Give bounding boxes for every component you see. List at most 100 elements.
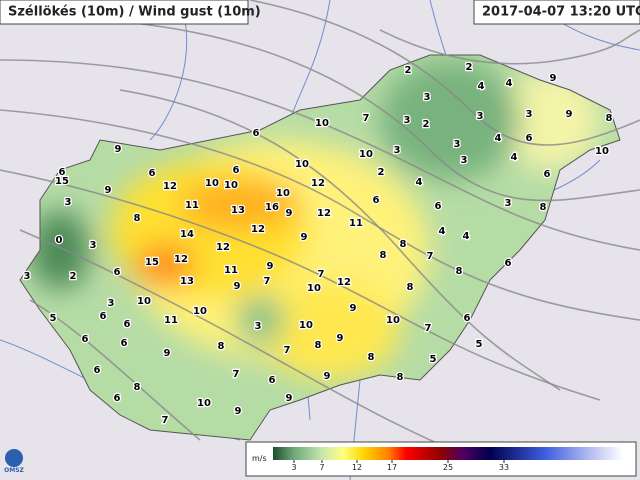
wind-label: 9 [337,333,344,344]
legend-tick-label: 33 [499,463,509,472]
legend-tick-label: 25 [443,463,453,472]
wind-label: 12 [163,181,177,192]
wind-label: 9 [105,185,112,196]
wind-label: 10 [137,296,151,307]
wind-label: 11 [349,218,363,229]
wind-label: 2 [70,271,77,282]
wind-label: 3 [424,92,431,103]
wind-label: 6 [100,311,107,322]
wind-label: 7 [425,323,432,334]
wind-label: 6 [253,128,260,139]
wind-label: 15 [145,257,159,268]
wind-label: 2 [378,167,385,178]
wind-label: 10 [315,118,329,129]
wind-label: 9 [286,393,293,404]
wind-label: 6 [269,375,276,386]
wind-label: 8 [380,250,387,261]
wind-label: 4 [506,78,513,89]
wind-label: 6 [114,393,121,404]
wind-label: 5 [430,354,437,365]
wind-label: 3 [24,271,31,282]
wind-label: 6 [94,365,101,376]
wind-label: 3 [461,155,468,166]
wind-label: 10 [205,178,219,189]
wind-label: 9 [566,109,573,120]
wind-label: 5 [50,313,57,324]
wind-label: 10 [359,149,373,160]
wind-label: 7 [363,113,370,124]
wind-label: 6 [59,167,66,178]
wind-label: 8 [368,352,375,363]
wind-label: 8 [134,382,141,393]
wind-label: 8 [315,340,322,351]
wind-label: 13 [180,276,194,287]
wind-label: 8 [218,341,225,352]
country-border [19,54,621,441]
wind-label: 9 [115,144,122,155]
wind-label: 9 [235,406,242,417]
wind-label: 3 [255,321,262,332]
wind-label: 6 [121,338,128,349]
logo-text: OMSZ [4,467,24,474]
wind-label: 4 [463,231,470,242]
wind-label: 8 [397,372,404,383]
wind-label: 12 [216,242,230,253]
wind-label: 3 [477,111,484,122]
wind-label: 16 [265,202,279,213]
wind-label: 7 [427,251,434,262]
wind-label: 3 [65,197,72,208]
wind-label: 3 [526,109,533,120]
wind-label: 4 [439,226,446,237]
wind-label: 14 [180,229,194,240]
wind-label: 4 [416,177,423,188]
wind-label: 9 [234,281,241,292]
wind-label: 6 [233,165,240,176]
wind-label: 6 [373,195,380,206]
wind-label: 9 [286,208,293,219]
wind-label: 3 [108,298,115,309]
wind-label: 3 [404,115,411,126]
wind-label: 3 [394,145,401,156]
wind-label: 6 [82,334,89,345]
wind-label: 8 [134,213,141,224]
wind-label: 9 [550,73,557,84]
wind-label: 7 [284,345,291,356]
wind-label: 12 [311,178,325,189]
wind-label: 12 [174,254,188,265]
wind-label: 10 [193,306,207,317]
wind-label: 0 [56,235,63,246]
wind-label: 6 [114,267,121,278]
timestamp-box [473,0,640,25]
wind-label: 13 [231,205,245,216]
wind-label: 11 [164,315,178,326]
wind-label: 10 [299,320,313,331]
wind-label: 6 [124,319,131,330]
wind-label: 7 [264,276,271,287]
legend-unit: m/s [252,454,267,463]
timestamp: 2017-04-07 13:20 UTC [482,5,640,20]
wind-label: 6 [435,201,442,212]
legend-tick-label: 17 [387,463,397,472]
wind-label: 3 [505,198,512,209]
wind-label: 8 [540,202,547,213]
wind-label: 15 [55,176,69,187]
legend-scale [273,447,623,460]
wind-label: 10 [224,180,238,191]
wind-label: 3 [90,240,97,251]
wind-label: 10 [595,146,609,157]
wind-label: 6 [544,169,551,180]
logo: OMSZ [4,449,25,474]
wind-label: 7 [233,369,240,380]
wind-label: 12 [317,208,331,219]
wind-label: 10 [197,398,211,409]
wind-label: 9 [350,303,357,314]
legend-tick-label: 3 [291,463,296,472]
wind-label: 11 [185,200,199,211]
wind-label: 10 [386,315,400,326]
wind-label: 12 [251,224,265,235]
wind-label: 2 [423,119,430,130]
wind-label: 7 [318,269,325,280]
